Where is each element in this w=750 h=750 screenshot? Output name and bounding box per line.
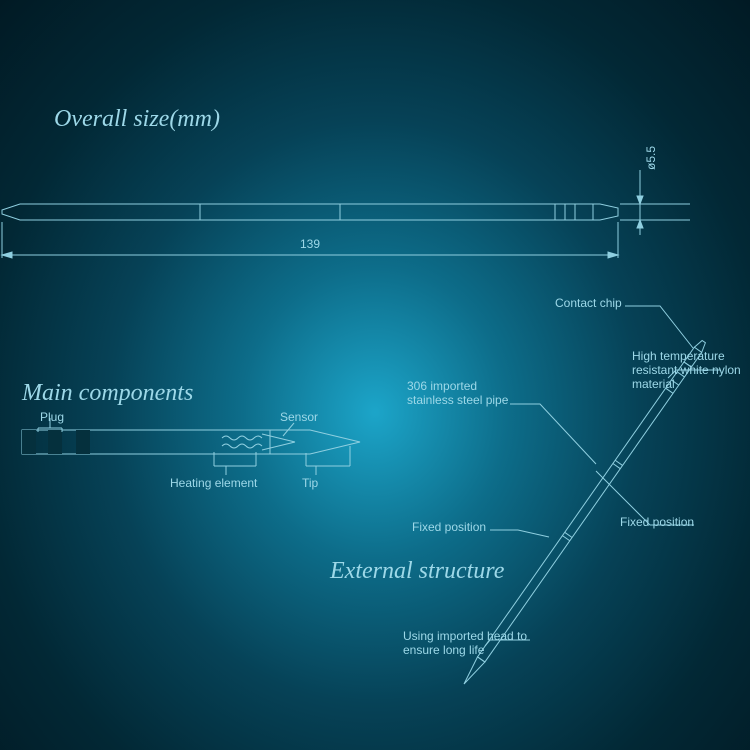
- steel-pipe-label: 306 imported stainless steel pipe: [407, 380, 517, 408]
- fixed-position-left-label: Fixed position: [412, 520, 486, 534]
- long-life-text: Using imported head to ensure long life: [403, 629, 527, 657]
- long-life-label: Using imported head to ensure long life: [403, 630, 543, 658]
- contact-chip-label: Contact chip: [555, 296, 622, 310]
- high-temp-nylon-text: High temperature resistant white nylon m…: [632, 349, 741, 391]
- steel-pipe-text: 306 imported stainless steel pipe: [407, 379, 508, 407]
- fixed-position-right-label: Fixed position: [620, 515, 694, 529]
- high-temp-nylon-label: High temperature resistant white nylon m…: [632, 350, 742, 391]
